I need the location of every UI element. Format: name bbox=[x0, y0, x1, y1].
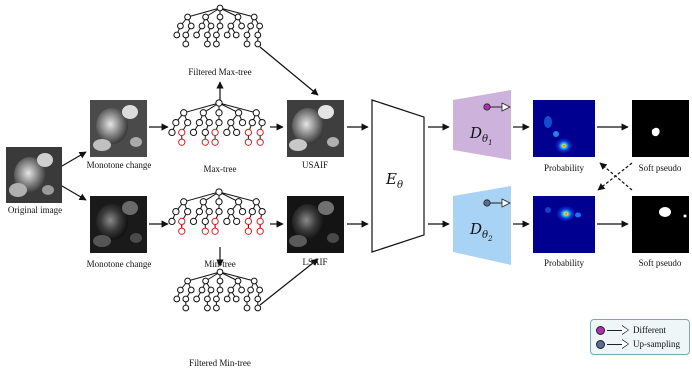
monotone-change-bottom-label: Monotone change bbox=[86, 259, 152, 269]
soft-pseudo-bottom-label: Soft pseudo bbox=[638, 258, 682, 268]
monotone-image-bottom bbox=[90, 196, 147, 253]
encoder-block bbox=[371, 99, 425, 253]
legend-different-label: Different bbox=[633, 325, 666, 335]
original-image bbox=[6, 147, 62, 203]
lsaif-label: LSAIF bbox=[302, 257, 328, 267]
min-tree-graphic bbox=[168, 188, 266, 235]
usaif-label: USAIF bbox=[301, 160, 328, 170]
soft-pseudo-top-label: Soft pseudo bbox=[638, 163, 682, 173]
usaif-image bbox=[287, 100, 344, 157]
encoder-label: Eθ bbox=[385, 170, 403, 191]
soft-pseudo-bottom bbox=[632, 196, 689, 253]
monotone-change-top-label: Monotone change bbox=[86, 160, 152, 170]
legend-upsampling-label: Up-sampling bbox=[633, 339, 680, 349]
probability-bottom-label: Probability bbox=[544, 258, 584, 268]
arrows bbox=[61, 46, 633, 306]
original-image-label: Original image bbox=[7, 205, 63, 215]
probability-top-label: Probability bbox=[544, 163, 584, 173]
max-tree-graphic bbox=[168, 99, 266, 146]
legend-different: Different bbox=[596, 324, 666, 336]
min-tree-label: Min-tree bbox=[204, 259, 236, 269]
probability-map-top bbox=[533, 100, 595, 157]
filtered-min-tree-graphic bbox=[173, 268, 263, 312]
decoder-bottom-block bbox=[453, 186, 511, 265]
arrow-icon bbox=[607, 325, 629, 335]
different-dot-icon bbox=[596, 325, 605, 335]
trees bbox=[168, 4, 266, 312]
filtered-max-tree-graphic bbox=[173, 4, 263, 48]
legend-upsampling: Up-sampling bbox=[596, 338, 680, 350]
decoder-top-label: Dθ1 bbox=[469, 124, 493, 147]
legend: Different Up-sampling bbox=[590, 319, 690, 355]
soft-pseudo-top bbox=[632, 100, 689, 157]
arrow-icon bbox=[607, 339, 629, 349]
dot-top-icon bbox=[483, 103, 491, 111]
upsampling-dot-icon bbox=[596, 339, 605, 349]
filtered-min-tree-label: Filtered Min-tree bbox=[189, 358, 251, 368]
decoder-bottom-label: Dθ2 bbox=[469, 220, 493, 243]
probability-map-bottom bbox=[533, 196, 595, 253]
lsaif-image bbox=[287, 196, 344, 253]
monotone-image-top bbox=[90, 100, 147, 157]
filtered-max-tree-label: Filtered Max-tree bbox=[188, 67, 252, 77]
max-tree-label: Max-tree bbox=[203, 164, 237, 174]
dot-bottom-icon bbox=[483, 199, 491, 207]
